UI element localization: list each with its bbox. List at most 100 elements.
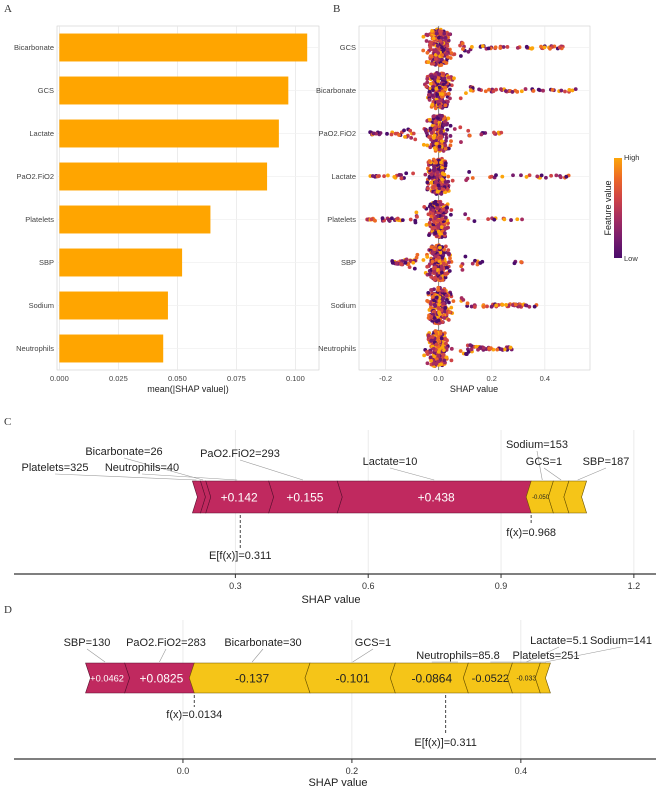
beeswarm-point	[464, 352, 468, 356]
beeswarm-point	[512, 261, 517, 266]
beeswarm-point	[438, 276, 443, 280]
beeswarm-point	[436, 349, 441, 354]
beeswarm-point	[434, 31, 439, 36]
bar-platelets	[59, 205, 211, 234]
beeswarm-point	[441, 296, 446, 300]
beeswarm-point	[370, 174, 375, 178]
beeswarm-point	[442, 123, 447, 127]
force-segment-value: +0.0462	[90, 673, 124, 683]
beeswarm-point	[433, 119, 438, 124]
beeswarm-point	[445, 99, 450, 104]
beeswarm-point	[550, 87, 555, 92]
beeswarm-point	[459, 296, 464, 300]
beeswarm-point	[476, 347, 480, 352]
beeswarm-point	[429, 288, 433, 292]
beeswarm-point	[439, 63, 444, 67]
force-feature-label: GCS=1	[355, 637, 391, 649]
beeswarm-point	[437, 186, 442, 191]
beeswarm-point	[511, 173, 515, 178]
beeswarm-point	[443, 163, 448, 168]
force-segment-value: +0.155	[286, 490, 323, 504]
panel-b-y-tick-label: Bicarbonate	[316, 86, 356, 95]
beeswarm-point	[466, 49, 471, 54]
beeswarm-point	[424, 32, 429, 37]
beeswarm-point	[436, 288, 440, 292]
beeswarm-point	[425, 264, 430, 269]
beeswarm-point	[472, 305, 477, 309]
beeswarm-point	[489, 346, 493, 351]
beeswarm-point	[536, 87, 541, 92]
force-segment-positive	[192, 480, 206, 514]
beeswarm-point	[440, 345, 445, 349]
beeswarm-point	[441, 99, 446, 104]
force-feature-label: Platelets=251	[513, 650, 580, 662]
beeswarm-point	[427, 159, 432, 163]
beeswarm-point	[438, 201, 443, 206]
beeswarm-point	[431, 141, 436, 146]
panel-b-y-tick-label: SBP	[341, 258, 356, 267]
beeswarm-point	[435, 234, 439, 238]
beeswarm-point	[535, 174, 540, 179]
beeswarm-point	[432, 269, 437, 274]
legend-title: Feature value	[603, 180, 613, 235]
beeswarm-point	[425, 166, 430, 171]
force-feature-label: SBP=187	[583, 456, 630, 468]
beeswarm-point	[373, 218, 377, 223]
beeswarm-point	[472, 219, 477, 224]
beeswarm-point	[429, 130, 434, 135]
beeswarm-point	[448, 96, 452, 101]
beeswarm-point	[450, 178, 455, 183]
beeswarm-point	[442, 172, 447, 177]
beeswarm-point	[463, 254, 468, 259]
panel-letter-a: A	[4, 3, 12, 15]
beeswarm-point	[425, 80, 430, 85]
beeswarm-point	[423, 172, 428, 177]
beeswarm-point	[486, 46, 491, 51]
beeswarm-point	[541, 88, 545, 93]
beeswarm-point	[406, 261, 411, 266]
beeswarm-point	[527, 173, 532, 178]
beeswarm-point	[445, 205, 449, 210]
beeswarm-point	[435, 189, 440, 194]
beeswarm-point	[444, 293, 449, 298]
beeswarm-point	[446, 38, 451, 43]
panel-b-x-tick-label: -0.2	[379, 374, 392, 383]
beeswarm-point	[429, 180, 434, 185]
beeswarm-point	[446, 75, 451, 80]
beeswarm-point	[432, 201, 436, 205]
panel-b-beeswarm: GCS Bicarbonate PaO2.FiO2 Lactate Platelets S…	[316, 25, 639, 394]
beeswarm-point	[467, 170, 472, 174]
beeswarm-point	[430, 102, 435, 107]
beeswarm-point	[430, 251, 435, 256]
beeswarm-point	[436, 229, 441, 234]
beeswarm-point	[409, 135, 414, 140]
panel-a-x-tick-label: 0.075	[227, 374, 246, 383]
beeswarm-point	[549, 173, 554, 178]
beeswarm-point	[425, 143, 430, 148]
beeswarm-point	[458, 54, 463, 58]
panel-b-x-tick-label: 0.4	[540, 374, 550, 383]
beeswarm-point	[414, 255, 419, 260]
beeswarm-point	[380, 216, 385, 221]
beeswarm-point	[505, 45, 510, 49]
force-leader-line	[239, 459, 303, 481]
beeswarm-point	[440, 53, 445, 57]
beeswarm-point	[422, 204, 427, 209]
beeswarm-point	[542, 45, 547, 50]
beeswarm-point	[458, 43, 462, 48]
panel-c-force-plot: Platelets=325 Bicarbonate=26 Neutrophils=4…	[14, 430, 656, 606]
panel-b-x-tick-label: 0.0	[433, 374, 443, 383]
beeswarm-point	[520, 217, 524, 222]
beeswarm-point	[443, 103, 448, 108]
force-leader-line	[123, 457, 204, 481]
force-x-tick-label: 1.2	[628, 581, 641, 591]
force-leader-line	[141, 473, 238, 481]
beeswarm-point	[421, 48, 426, 53]
legend-high-label: High	[624, 153, 639, 162]
beeswarm-point	[444, 138, 448, 143]
beeswarm-point	[427, 272, 432, 277]
panel-a-y-tick-label: PaO2.FiO2	[16, 172, 54, 181]
beeswarm-point	[495, 347, 500, 352]
beeswarm-point	[563, 89, 567, 94]
beeswarm-point	[447, 260, 451, 265]
